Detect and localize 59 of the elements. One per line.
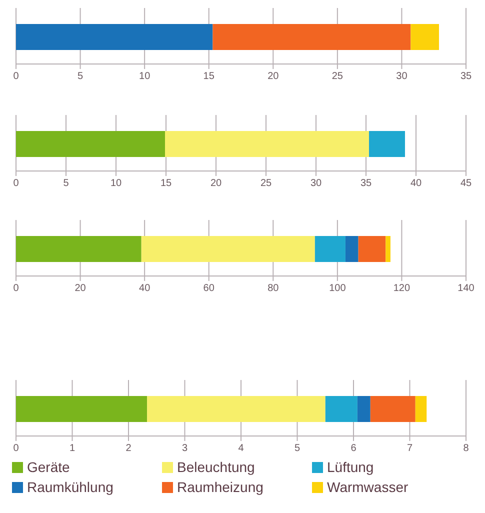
x-tick-label: 0 [13,178,20,190]
bar [369,131,405,157]
x-tick-label: 45 [460,178,472,190]
bar [370,396,416,422]
x-tick-label: 10 [139,71,151,82]
x-tick-label: 120 [393,283,410,294]
legend-label: Beleuchtung [177,459,255,475]
x-tick-label: 60 [203,283,215,294]
x-tick-label: 40 [139,283,151,294]
x-tick-label: 3 [182,443,188,454]
x-tick-label: 5 [294,443,300,454]
bar [16,131,165,157]
bar [386,236,390,262]
x-tick-label: 0 [13,443,20,454]
bar [345,236,358,262]
bar [358,236,386,262]
bar [410,24,439,50]
x-tick-label: 10 [110,178,122,190]
x-tick-label: 35 [360,178,372,190]
legend-label: Lüftung [327,459,374,475]
x-tick-label: 0 [13,283,20,294]
legend-label: Warmwasser [327,479,408,495]
x-tick-label: 4 [238,443,244,454]
x-tick-label: 2 [126,443,132,454]
x-tick-label: 5 [78,71,84,82]
x-tick-label: 140 [458,283,475,294]
bar [415,396,427,422]
bar [16,236,142,262]
x-tick-label: 100 [329,283,346,294]
x-tick-label: 6 [350,443,357,454]
x-tick-label: 30 [310,178,322,190]
x-tick-label: 35 [460,71,472,82]
legend-label: Raumheizung [177,479,264,495]
bar [314,236,346,262]
x-tick-label: 8 [463,443,470,454]
x-tick-label: 40 [410,178,422,190]
bar [165,131,369,157]
legend-label: Geräte [27,459,70,475]
x-tick-label: 25 [260,178,272,190]
bar [357,396,370,422]
bar [16,396,148,422]
x-tick-label: 20 [210,178,222,190]
bar [147,396,326,422]
bar [141,236,315,262]
bar [16,24,213,50]
x-tick-label: 30 [396,71,408,82]
x-tick-label: 7 [406,443,413,454]
bar [325,396,358,422]
x-tick-label: 25 [332,71,344,82]
x-tick-label: 1 [69,443,76,454]
legend-label: Raumkühlung [27,479,114,495]
x-tick-label: 0 [13,71,20,82]
x-tick-label: 80 [268,283,280,294]
x-tick-label: 15 [160,178,172,190]
x-tick-label: 15 [203,71,215,82]
x-tick-label: 20 [74,283,86,294]
x-tick-label: 20 [268,71,280,82]
x-tick-label: 5 [63,178,70,190]
bar [212,24,411,50]
